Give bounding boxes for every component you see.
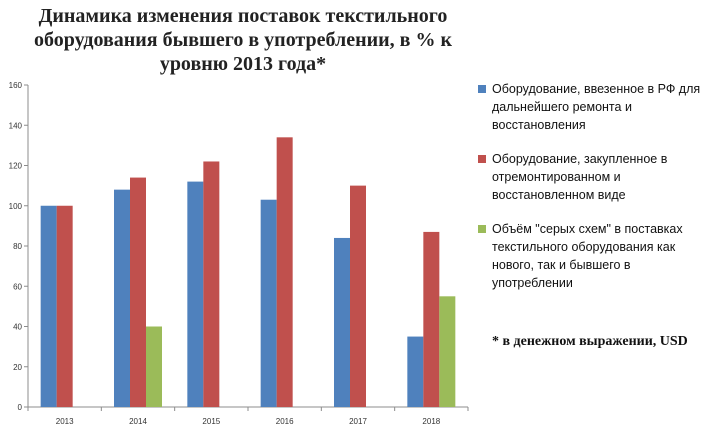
legend-swatch: [478, 225, 486, 233]
x-tick-label: 2015: [202, 417, 220, 426]
bar-series-2-2013: [56, 205, 73, 407]
y-tick-label: 20: [13, 363, 22, 372]
y-tick-label: 0: [18, 403, 23, 412]
x-tick-label: 2013: [56, 417, 74, 426]
y-tick-label: 120: [9, 162, 23, 171]
bar-series-1-2015: [187, 181, 204, 407]
legend-item-2: Оборудование, закупленное в отремонтиров…: [478, 150, 714, 204]
bar-series-2-2018: [423, 231, 440, 407]
y-tick-label: 60: [13, 282, 22, 291]
bar-series-2-2017: [350, 185, 366, 407]
bar-series-3-2014: [146, 326, 162, 407]
y-tick-label: 40: [13, 323, 22, 332]
legend-item-1: Оборудование, ввезенное в РФ для дальней…: [478, 80, 714, 134]
chart-title: Динамика изменения поставок текстильного…: [33, 5, 452, 75]
chart-tick-labels: 0 20 40 60 80 100 120 140 160 2013 2014 2015 2016 201…: [9, 81, 441, 426]
bar-series-1-2017: [334, 237, 350, 407]
y-tick-label: 100: [9, 202, 23, 211]
x-tick-label: 2018: [422, 417, 440, 426]
bar-series-2-2014: [130, 177, 146, 407]
chart-axes: [24, 84, 469, 411]
legend-item-3: Объём "серых схем" в поставках текстильн…: [478, 220, 714, 292]
legend-label: Объём "серых схем" в поставках текстильн…: [492, 222, 683, 290]
bar-chart: 0 20 40 60 80 100 120 140 160 2013 2014 2015 2016 201…: [9, 81, 469, 426]
x-tick-label: 2014: [129, 417, 147, 426]
bar-series-3-2018: [439, 296, 456, 407]
footnote: * в денежном выражении, USD: [492, 334, 688, 349]
legend-swatch: [478, 155, 486, 163]
x-tick-label: 2017: [349, 417, 367, 426]
legend-label: Оборудование, закупленное в отремонтиров…: [492, 152, 668, 202]
x-tick-label: 2016: [276, 417, 294, 426]
bar-series-2-2015: [203, 161, 220, 407]
chart-bars: [40, 137, 456, 407]
legend: Оборудование, ввезенное в РФ для дальней…: [478, 80, 714, 308]
bar-series-1-2014: [114, 189, 130, 407]
legend-label: Оборудование, ввезенное в РФ для дальней…: [492, 82, 701, 132]
bar-series-1-2018: [407, 336, 424, 407]
y-tick-label: 140: [9, 121, 23, 130]
legend-swatch: [478, 85, 486, 93]
bar-series-2-2016: [276, 137, 293, 407]
y-tick-label: 80: [13, 242, 22, 251]
y-tick-label: 160: [9, 81, 23, 90]
bar-series-1-2013: [40, 205, 57, 407]
bar-series-1-2016: [260, 199, 277, 407]
